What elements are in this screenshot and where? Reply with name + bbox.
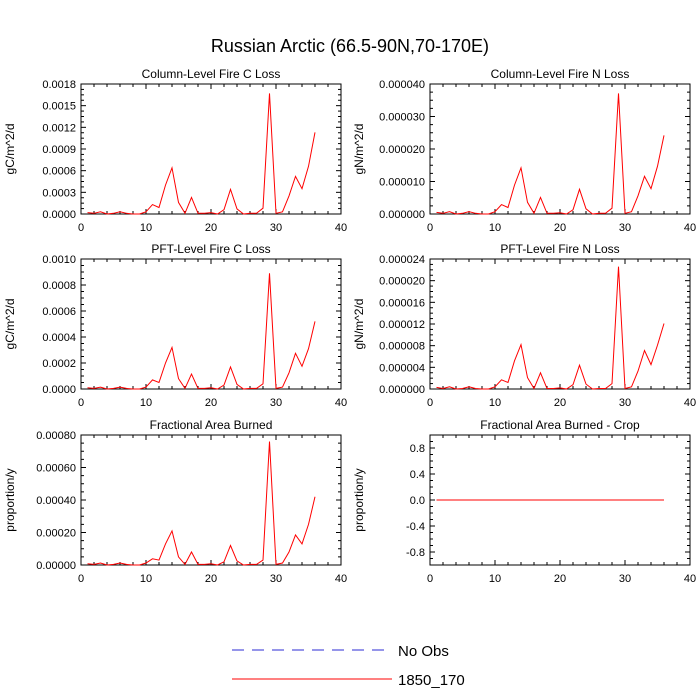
y-tick-label: 0.00060: [36, 463, 76, 475]
y-axis-label: gN/m^2/d: [352, 299, 366, 350]
x-tick-label: 0: [78, 397, 84, 409]
y-tick-label: 0.0: [410, 495, 425, 507]
series-line-1850_170: [436, 266, 665, 390]
y-tick-label: 0.000000: [379, 209, 425, 221]
y-tick-label: 0.0000: [42, 384, 76, 396]
x-tick-label: 40: [684, 573, 696, 585]
x-tick-label: 0: [78, 222, 84, 234]
y-tick-label: 0.000012: [379, 319, 425, 331]
y-axis-label: gC/m^2/d: [3, 124, 17, 175]
y-tick-label: -0.8: [406, 547, 425, 559]
y-tick-label: 0.000008: [379, 341, 425, 353]
y-tick-label: 0.0015: [42, 101, 76, 113]
series-line-1850_170: [87, 93, 316, 215]
y-tick-label: 0.0000: [42, 209, 76, 221]
chart-title: Fractional Area Burned: [150, 418, 273, 432]
chart-panel-5: Fractional Area Burned 0 10 20 30 40 0.00000 0.…: [3, 418, 347, 585]
y-tick-label: 0.000010: [379, 177, 425, 189]
x-tick-label: 0: [78, 573, 84, 585]
y-tick-label: -0.4: [406, 521, 425, 533]
x-tick-label: 40: [684, 222, 696, 234]
chart-title: PFT-Level Fire C Loss: [151, 242, 270, 256]
y-tick-label: 0.000000: [379, 384, 425, 396]
y-tick-label: 0.000020: [379, 144, 425, 156]
chart-panel-1: Column-Level Fire C Loss 0 10 20 30 40 0.0000 0…: [3, 67, 347, 234]
chart-title: Column-Level Fire C Loss: [142, 67, 281, 81]
y-axis-label: gN/m^2/d: [352, 124, 366, 175]
y-tick-label: 0.0009: [42, 144, 76, 156]
y-tick-label: 0.00020: [36, 528, 76, 540]
y-tick-label: 0.0008: [42, 280, 76, 292]
y-tick-label: 0.000020: [379, 276, 425, 288]
x-tick-label: 20: [554, 222, 566, 234]
x-tick-label: 30: [270, 573, 282, 585]
y-axis-label: proportion/y: [352, 468, 366, 531]
legend-label-1850-170: 1850_170: [398, 672, 465, 689]
y-tick-label: 0.4: [410, 469, 425, 481]
y-tick-label: 0.0012: [42, 122, 76, 134]
legend: No Obs 1850_170: [232, 643, 465, 689]
figure-title: Russian Arctic (66.5-90N,70-170E): [211, 36, 489, 56]
x-tick-label: 20: [554, 573, 566, 585]
plot-frame: [429, 258, 691, 390]
x-tick-label: 30: [619, 573, 631, 585]
series-line-1850_170: [436, 93, 665, 215]
y-tick-label: 0.0010: [42, 254, 76, 266]
x-tick-label: 0: [427, 222, 433, 234]
x-tick-label: 20: [205, 397, 217, 409]
y-tick-label: 0.8: [410, 443, 425, 455]
y-tick-label: 0.00080: [36, 430, 76, 442]
chart-title: Column-Level Fire N Loss: [491, 67, 630, 81]
x-tick-label: 10: [489, 573, 501, 585]
x-tick-label: 30: [270, 222, 282, 234]
x-tick-label: 10: [489, 397, 501, 409]
y-tick-label: 0.000024: [379, 254, 425, 266]
y-tick-label: 0.0004: [42, 332, 76, 344]
series-line-1850_170: [87, 441, 316, 566]
y-tick-label: 0.0006: [42, 166, 76, 178]
chart-panel-6: Fractional Area Burned - Crop 0 10 20 30 40 -0…: [352, 418, 696, 585]
y-axis-label: proportion/y: [3, 468, 17, 531]
y-tick-label: 0.000030: [379, 112, 425, 124]
y-tick-label: 0.00000: [36, 560, 76, 572]
x-tick-label: 30: [270, 397, 282, 409]
x-tick-label: 40: [335, 397, 347, 409]
x-tick-label: 20: [554, 397, 566, 409]
x-tick-label: 10: [140, 397, 152, 409]
x-tick-label: 10: [140, 222, 152, 234]
plot-frame: [80, 83, 342, 215]
x-tick-label: 10: [489, 222, 501, 234]
x-tick-label: 20: [205, 573, 217, 585]
x-tick-label: 40: [335, 573, 347, 585]
chart-panel-4: PFT-Level Fire N Loss 0 10 20 30 40 0.000000 0.…: [352, 242, 696, 409]
y-tick-label: 0.000040: [379, 79, 425, 91]
y-tick-label: 0.0006: [42, 306, 76, 318]
x-tick-label: 30: [619, 222, 631, 234]
x-tick-label: 0: [427, 397, 433, 409]
y-tick-label: 0.00040: [36, 495, 76, 507]
x-tick-label: 30: [619, 397, 631, 409]
chart-panel-2: Column-Level Fire N Loss 0 10 20 30 40 0.00000…: [352, 67, 696, 234]
y-axis-label: gC/m^2/d: [3, 299, 17, 350]
chart-title: PFT-Level Fire N Loss: [500, 242, 619, 256]
chart-panel-3: PFT-Level Fire C Loss 0 10 20 30 40 0.0000 0.00…: [3, 242, 347, 409]
x-tick-label: 40: [335, 222, 347, 234]
plot-frame: [80, 258, 342, 390]
x-tick-label: 0: [427, 573, 433, 585]
x-tick-label: 10: [140, 573, 152, 585]
chart-title: Fractional Area Burned - Crop: [480, 418, 640, 432]
x-tick-label: 20: [205, 222, 217, 234]
series-line-1850_170: [87, 273, 316, 390]
y-tick-label: 0.000016: [379, 297, 425, 309]
y-tick-label: 0.0003: [42, 187, 76, 199]
y-tick-label: 0.000004: [379, 362, 425, 374]
y-tick-label: 0.0002: [42, 358, 76, 370]
legend-label-no-obs: No Obs: [398, 643, 449, 660]
plot-frame: [429, 83, 691, 215]
x-tick-label: 40: [684, 397, 696, 409]
y-tick-label: 0.0018: [42, 79, 76, 91]
plot-frame: [80, 434, 342, 566]
